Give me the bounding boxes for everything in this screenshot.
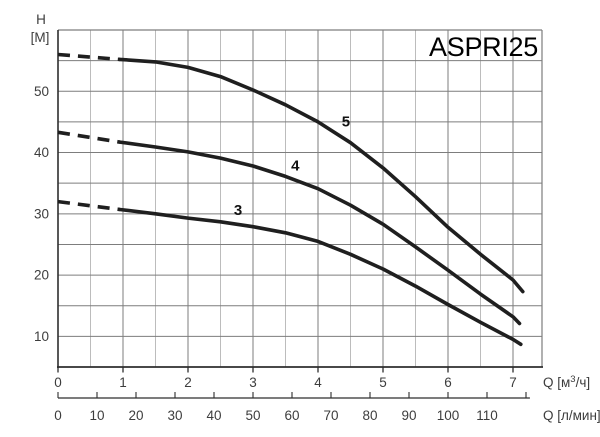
x2-tick-label: 90 [401,408,416,423]
curve-3 [118,207,523,347]
y-axis-name: H [36,12,46,27]
y-tick-label: 40 [34,145,49,160]
curve-label-3: 3 [234,202,242,219]
x2-tick-label: 0 [54,408,62,423]
x-tick-label: 2 [184,375,192,390]
curve-4 [118,140,522,326]
x2-tick-label: 40 [206,408,221,423]
x2-tick-label: 60 [284,408,299,423]
x2-tick-label: 30 [167,408,182,423]
curve-5-dashed-lead [57,52,120,62]
x-tick-label: 7 [509,375,517,390]
x-tick-label: 5 [379,375,387,390]
chart-title: ASPRI25 [429,32,538,62]
y-tick-label: 50 [34,84,49,99]
x2-axis-unit-label: Q [л/мин] [543,408,600,423]
x-tick-label: 4 [314,375,322,390]
curve-label-5: 5 [342,113,350,130]
curve-3-dashed-lead [57,199,121,212]
y-tick-label: 10 [34,329,49,344]
x2-tick-label: 50 [245,408,260,423]
y-tick-label: 20 [34,268,49,283]
x-tick-label: 6 [444,375,452,390]
x2-tick-label: 110 [476,408,498,423]
x-tick-label: 0 [54,375,62,390]
x2-tick-label: 10 [89,408,104,423]
x-tick-label: 1 [119,375,127,390]
x2-tick-label: 20 [128,408,143,423]
x2-tick-label: 100 [437,408,460,423]
curve-5 [118,57,525,294]
x2-tick-label: 70 [323,408,338,423]
y-tick-label: 30 [34,206,49,221]
x2-tick-label: 80 [362,408,377,423]
x-axis-unit-label: Q [м3/ч] [543,374,590,390]
y-axis-unit: [М] [31,30,50,45]
x-tick-label: 3 [249,375,257,390]
curve-label-4: 4 [291,157,300,174]
curve-4-dashed-lead [57,130,121,144]
